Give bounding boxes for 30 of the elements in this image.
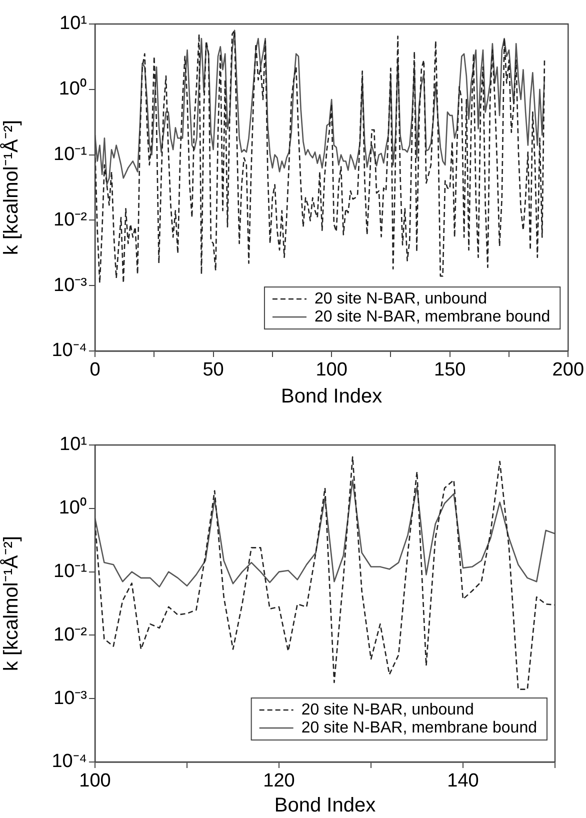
y-tick-label: 10⁻¹ [54, 561, 87, 582]
x-tick-label: 120 [263, 770, 295, 792]
y-tick-label: 10⁻⁴ [52, 751, 87, 772]
legend-label: 20 site N-BAR, unbound [301, 701, 474, 718]
x-tick-label: 100 [316, 360, 348, 381]
x-tick-label: 150 [434, 360, 466, 381]
line-series [95, 456, 555, 690]
legend-label: 20 site N-BAR, membrane bound [314, 308, 550, 326]
y-tick-label: 10⁻² [54, 624, 87, 646]
y-tick-label: 10⁻² [54, 209, 87, 230]
y-tick-label: 10⁰ [58, 496, 87, 519]
y-tick-label: 10⁰ [58, 78, 87, 100]
y-tick-label: 10¹ [60, 434, 87, 456]
y-tick-label: 10⁻⁴ [52, 340, 87, 362]
x-tick-label: 0 [90, 360, 100, 381]
line-series [95, 30, 546, 284]
legend-label: 20 site N-BAR, membrane bound [301, 719, 537, 736]
x-tick-label: 140 [447, 770, 479, 792]
legend-label: 20 site N-BAR, unbound [314, 290, 488, 308]
y-axis-title: k [kcalmol⁻¹Å⁻²] [0, 120, 23, 256]
x-tick-label: 200 [552, 360, 584, 381]
x-tick-label: 100 [79, 770, 111, 792]
y-tick-label: 10⁻³ [54, 274, 87, 296]
x-axis-title: Bond Index [280, 386, 382, 408]
x-tick-label: 50 [202, 360, 224, 381]
y-tick-label: 10⁻¹ [54, 144, 87, 166]
y-axis-title: k [kcalmol⁻¹Å⁻²] [0, 536, 23, 672]
y-tick-label: 10¹ [60, 13, 87, 34]
x-axis-title: Bond Index [274, 794, 376, 817]
y-tick-label: 10⁻³ [54, 688, 87, 709]
